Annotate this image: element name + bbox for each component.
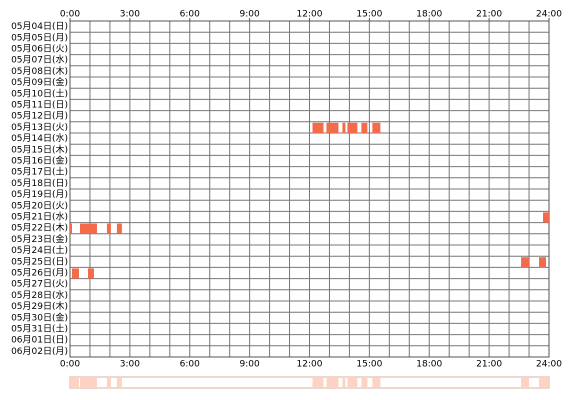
row-label: 05月31日(土) — [11, 323, 68, 335]
event-bar — [106, 223, 111, 234]
summary-bar — [342, 378, 346, 387]
row-label: 05月19日(月) — [11, 189, 68, 200]
summary-bar — [116, 378, 122, 387]
event-bar — [342, 122, 346, 133]
summary-bar — [372, 378, 381, 387]
event-bar — [312, 122, 324, 133]
x-tick-label: 12:00 — [297, 360, 323, 370]
row-label: 05月15日(木) — [11, 143, 68, 155]
row-label: 05月17日(土) — [11, 166, 68, 178]
row-label: 06月02日(月) — [11, 346, 68, 357]
row-label: 05月22日(木) — [11, 222, 68, 234]
x-tick-label: 0:00 — [60, 10, 80, 20]
row-label: 05月30日(金) — [11, 311, 68, 323]
row-label: 05月09日(金) — [11, 76, 68, 88]
event-bar — [347, 122, 358, 133]
x-tick-label: 3:00 — [120, 360, 140, 370]
event-bar — [79, 223, 97, 234]
row-label: 05月10日(土) — [11, 87, 68, 99]
x-tick-label: 24:00 — [536, 10, 562, 20]
row-label: 05月21日(水) — [11, 211, 68, 223]
summary-frame — [69, 376, 550, 389]
row-label: 05月20日(火) — [11, 200, 68, 211]
row-label: 05月26日(月) — [11, 268, 68, 279]
x-tick-label: 9:00 — [240, 360, 260, 370]
x-tick-label: 18:00 — [416, 360, 442, 370]
row-label: 05月29日(木) — [11, 300, 68, 312]
x-tick-label: 6:00 — [180, 10, 200, 20]
row-label: 05月08日(木) — [11, 65, 68, 77]
event-bar — [70, 223, 72, 234]
row-label: 05月16日(金) — [11, 155, 68, 167]
row-label: 05月27日(火) — [11, 279, 68, 290]
event-bar — [521, 257, 530, 268]
summary-bar — [312, 378, 324, 387]
row-label: 05月05日(月) — [11, 32, 68, 43]
row-label: 05月04日(日) — [11, 21, 68, 32]
summary-bar — [539, 378, 547, 387]
x-tick-label: 12:00 — [297, 10, 323, 20]
event-bar — [361, 122, 368, 133]
summary-bar — [326, 378, 339, 387]
summary-bar — [70, 378, 72, 387]
x-tick-label: 3:00 — [120, 10, 140, 20]
row-label: 05月12日(月) — [11, 111, 68, 122]
row-label: 05月25日(日) — [11, 256, 68, 267]
summary-bar — [521, 378, 530, 387]
row-label: 05月13日(火) — [11, 122, 68, 133]
summary-bar — [87, 378, 94, 387]
row-label: 05月18日(日) — [11, 178, 68, 189]
row-label: 05月28日(水) — [11, 289, 68, 301]
event-bar — [372, 122, 381, 133]
row-label: 05月07日(水) — [11, 54, 68, 66]
summary-bar — [106, 378, 111, 387]
x-tick-label: 9:00 — [240, 10, 260, 20]
x-tick-label: 0:00 — [60, 360, 80, 370]
x-tick-label: 21:00 — [476, 360, 502, 370]
x-tick-label: 15:00 — [356, 360, 382, 370]
x-tick-label: 18:00 — [416, 10, 442, 20]
x-tick-label: 6:00 — [180, 360, 200, 370]
row-label: 05月06日(火) — [11, 44, 68, 55]
row-label: 06月01日(日) — [11, 335, 68, 346]
summary-bar — [71, 378, 79, 387]
event-bar — [116, 223, 122, 234]
row-label: 05月23日(金) — [11, 233, 68, 245]
x-tick-label: 15:00 — [356, 10, 382, 20]
event-bar — [71, 268, 79, 279]
row-label: 05月11日(日) — [11, 100, 68, 111]
event-bar — [326, 122, 339, 133]
summary-bar — [361, 378, 368, 387]
x-tick-label: 24:00 — [536, 360, 562, 370]
event-bar — [539, 257, 547, 268]
event-bar — [87, 268, 94, 279]
event-bar — [543, 212, 549, 223]
summary-bar — [347, 378, 358, 387]
x-tick-label: 21:00 — [476, 10, 502, 20]
row-label: 05月24日(土) — [11, 244, 68, 256]
row-label: 05月14日(水) — [11, 132, 68, 144]
